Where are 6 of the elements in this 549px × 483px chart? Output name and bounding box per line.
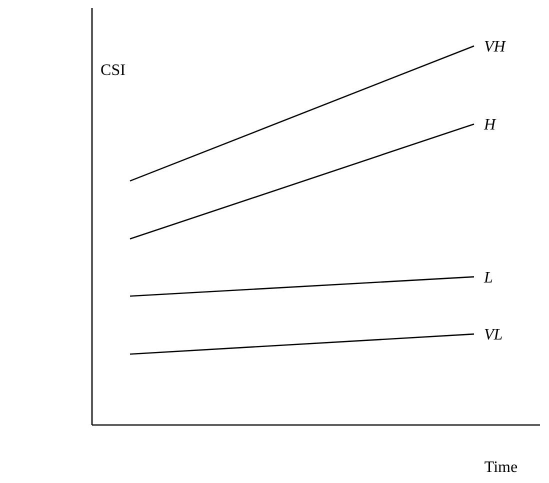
series-label: L	[483, 269, 493, 286]
series-label: VL	[484, 326, 503, 344]
x-axis-title: Time	[484, 459, 518, 476]
series-label: H	[483, 116, 497, 134]
series-label: VH	[484, 38, 507, 56]
y-axis-title: CSI	[100, 62, 126, 79]
